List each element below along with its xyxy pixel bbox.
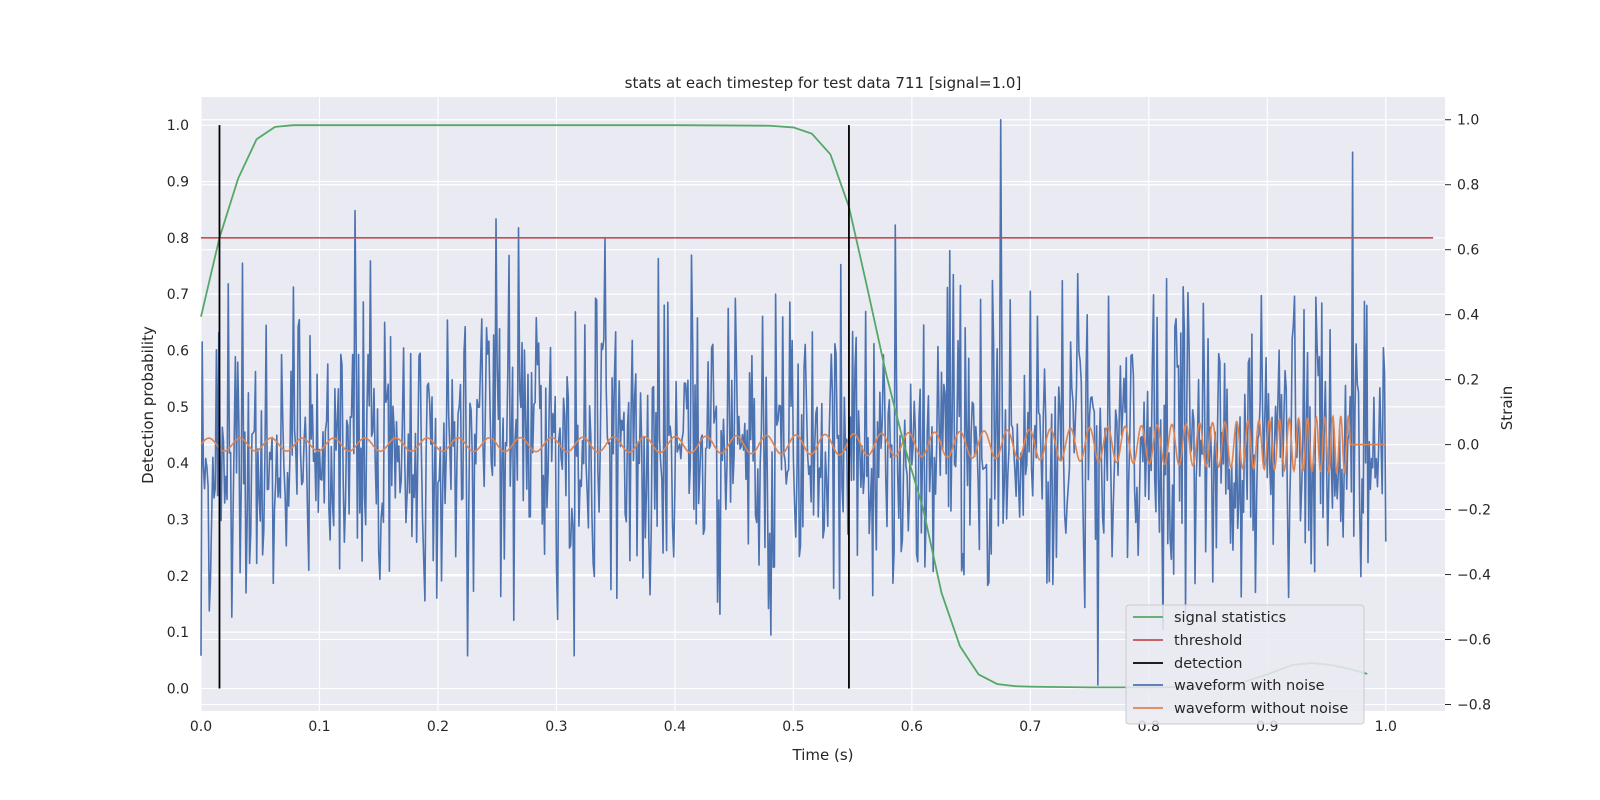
chart-title: stats at each timestep for test data 711… [625,74,1022,92]
x-tick-label: 0.7 [1019,719,1041,735]
legend-label-signal-statistics: signal statistics [1174,610,1286,626]
y-tick-label: 1.0 [167,118,189,134]
y-axis-right-label: Strain [1498,386,1516,430]
x-tick-label: 0.5 [782,719,804,735]
y-axis-label: Detection probability [139,326,157,484]
x-tick-label: 1.0 [1375,719,1397,735]
y-tick-label: 0.5 [167,400,189,416]
x-tick-label: 0.2 [427,719,449,735]
legend-label-detection: detection [1174,656,1242,672]
y-right-tick-label: −0.6 [1457,633,1491,649]
y-tick-label: 0.3 [167,512,189,528]
x-axis-label: Time (s) [792,746,854,764]
series-waveform-without-noise [200,414,1386,475]
tick-labels: 0.0 0.1 0.2 0.3 0.4 0.5 0.6 0.7 0.8 0.9 1.0 0.0 0.1 0… [167,113,1491,735]
legend: signal statistics threshold detection wa… [1125,604,1365,725]
y-right-tick-label: −0.8 [1457,698,1491,714]
y-tick-label: 0.8 [167,231,189,247]
y-tick-label: 0.0 [167,681,189,697]
y-right-tick-label: 0.2 [1457,373,1479,389]
y-tick-label: 0.6 [167,343,189,359]
series-waveform-with-noise [200,118,1387,686]
x-tick-label: 0.1 [308,719,330,735]
y-right-tick-label: −0.4 [1457,568,1491,584]
legend-label-waveform-without-noise: waveform without noise [1174,701,1348,717]
y-right-tick-label: −0.2 [1457,503,1491,519]
y-tick-label: 0.4 [167,456,189,472]
y-right-tick-label: 0.0 [1457,438,1479,454]
y-tick-label: 0.1 [167,625,189,641]
x-tick-label: 0.4 [664,719,686,735]
y-tick-label: 0.7 [167,287,189,303]
y-right-tick-label: 0.8 [1457,178,1479,194]
x-tick-label: 0.0 [190,719,212,735]
x-tick-label: 0.6 [901,719,923,735]
legend-box [1125,604,1365,725]
legend-label-waveform-with-noise: waveform with noise [1174,678,1325,694]
y-right-tick-label: 1.0 [1457,113,1479,129]
x-tick-label: 0.3 [545,719,567,735]
legend-label-threshold: threshold [1174,633,1242,649]
y-tick-label: 0.2 [167,569,189,585]
y-right-tick-label: 0.6 [1457,243,1479,259]
y-right-tick-label: 0.4 [1457,308,1479,324]
y-tick-label: 0.9 [167,174,189,190]
